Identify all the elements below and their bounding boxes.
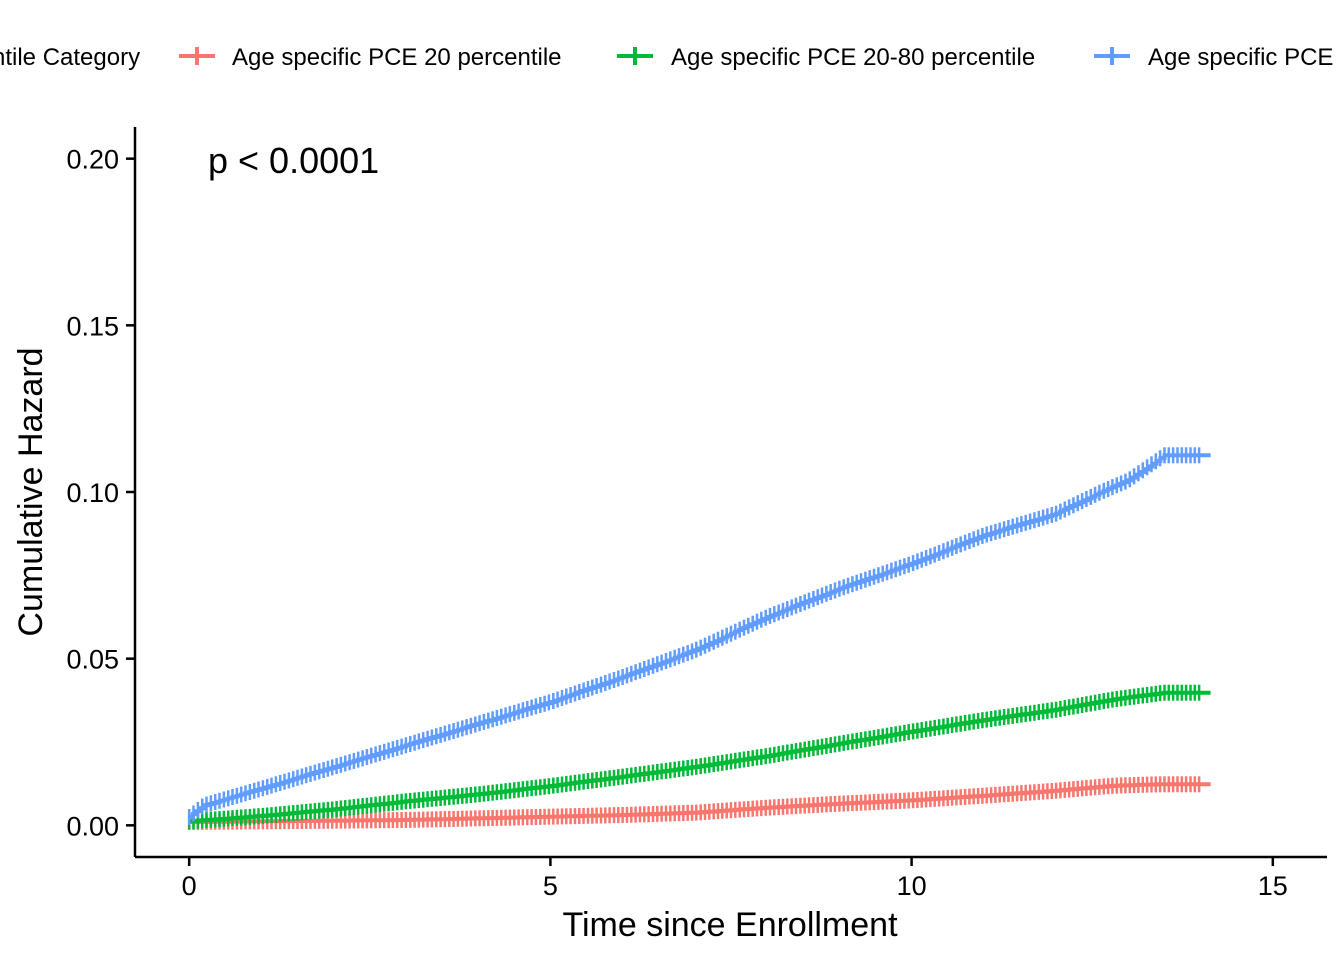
legend-title: ntile Category: [0, 44, 140, 71]
x-ticks: 0 5 10 15: [182, 857, 1288, 901]
series-3: [187, 447, 1211, 825]
legend-item-pce-20-80: Age specific PCE 20-80 percentile: [617, 44, 1035, 71]
legend-label-pce-20: Age specific PCE 20 percentile: [232, 44, 562, 71]
y-tick-label: 0.10: [66, 478, 119, 508]
x-axis-title: Time since Enrollment: [562, 906, 898, 944]
y-tick-label: 0.05: [66, 645, 119, 675]
legend-label-pce-top: Age specific PCE: [1148, 44, 1333, 71]
y-tick-label: 0.15: [66, 311, 119, 341]
x-tick-label: 0: [182, 871, 197, 901]
p-value-annotation: p < 0.0001: [208, 140, 379, 181]
y-tick-label: 0.00: [66, 811, 119, 841]
x-tick-label: 10: [897, 871, 927, 901]
legend-label-pce-20-80: Age specific PCE 20-80 percentile: [671, 44, 1035, 71]
y-ticks: 0.00 0.05 0.10 0.15 0.20: [66, 145, 135, 841]
legend-item-pce-20: Age specific PCE 20 percentile: [179, 44, 562, 71]
legend: ntile Category Age specific PCE 20 perce…: [0, 44, 1333, 71]
x-tick-label: 15: [1258, 871, 1288, 901]
legend-item-pce-top: Age specific PCE: [1094, 44, 1333, 71]
y-tick-label: 0.20: [66, 145, 119, 175]
series-layer: [187, 447, 1211, 830]
y-axis-title: Cumulative Hazard: [12, 347, 50, 636]
censor-marks: [187, 447, 1201, 825]
x-tick-label: 5: [543, 871, 558, 901]
series-line: [189, 690, 1211, 824]
series-1: [187, 776, 1211, 830]
